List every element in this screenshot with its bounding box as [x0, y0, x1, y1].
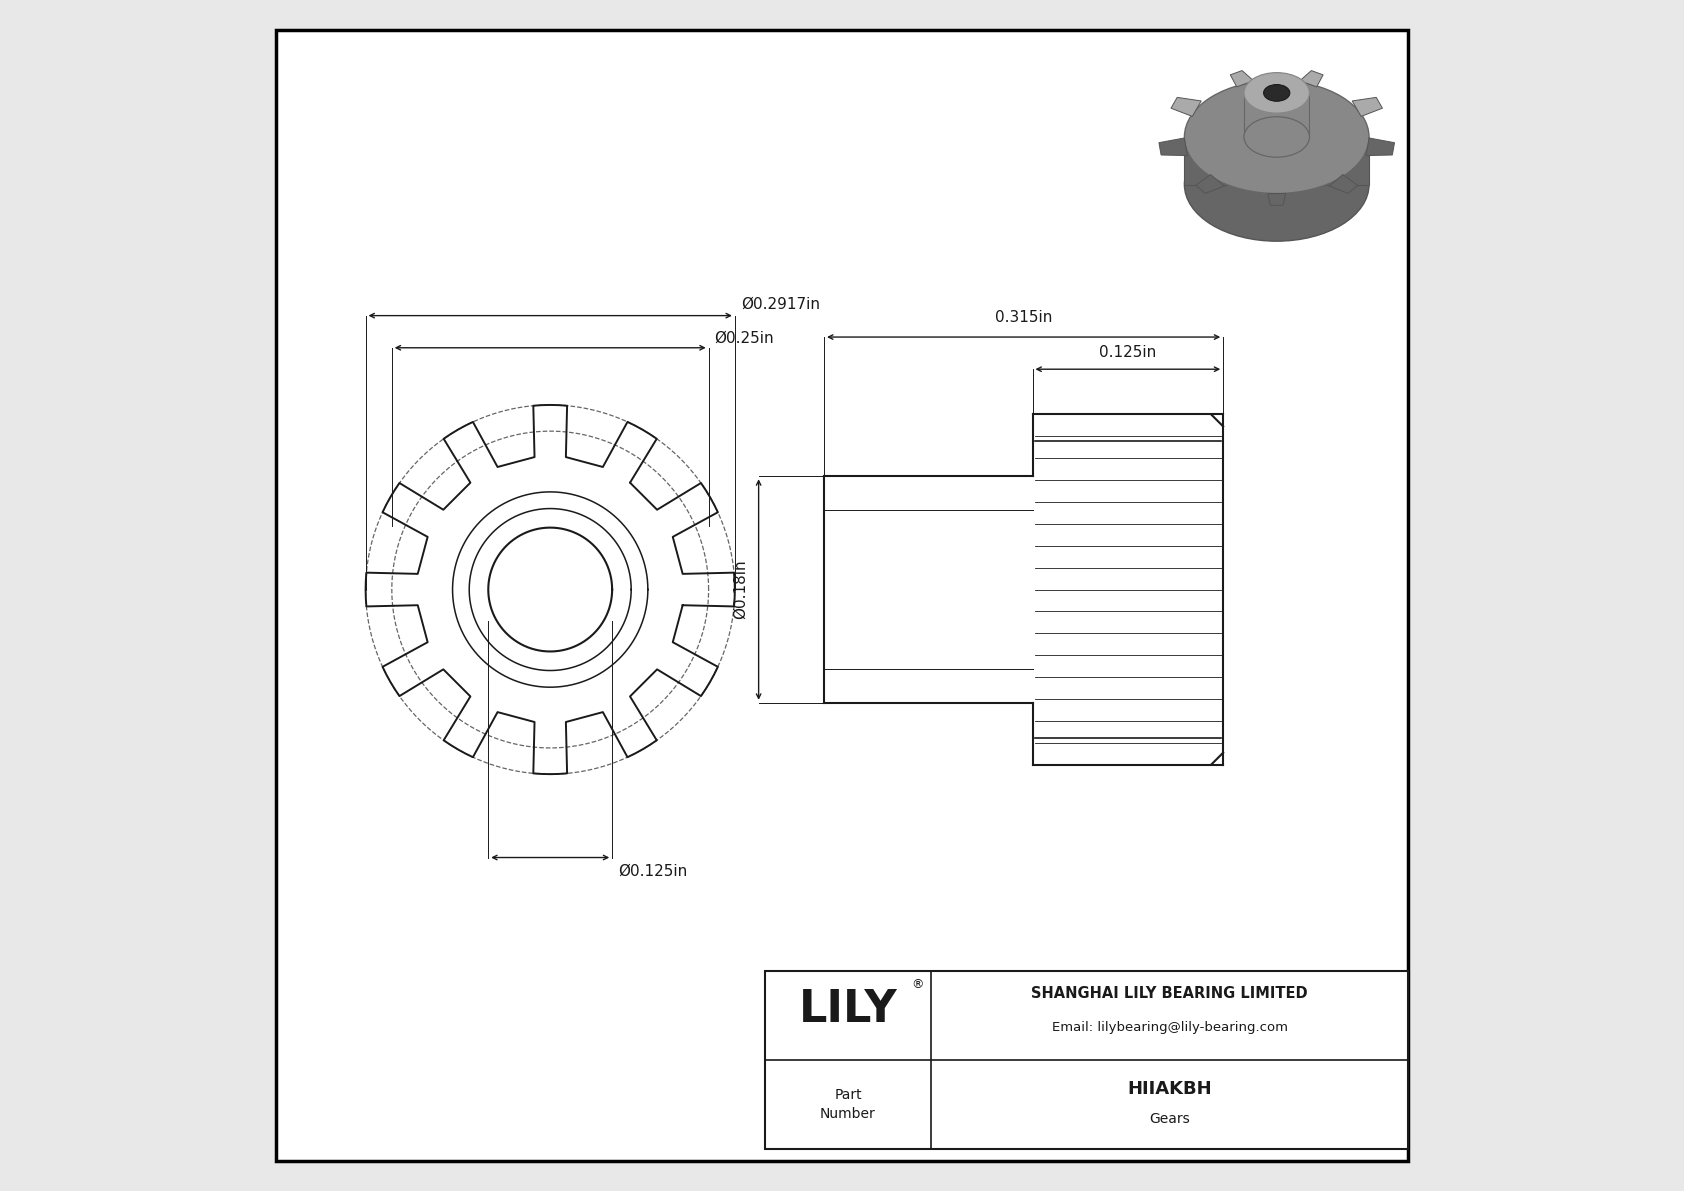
Text: Ø0.125in: Ø0.125in: [618, 863, 687, 879]
Text: SHANGHAI LILY BEARING LIMITED: SHANGHAI LILY BEARING LIMITED: [1031, 986, 1308, 1002]
Polygon shape: [1196, 175, 1224, 193]
Ellipse shape: [1263, 85, 1290, 101]
Text: Part
Number: Part Number: [820, 1089, 876, 1121]
Bar: [823, 476, 1032, 703]
Ellipse shape: [1184, 129, 1369, 241]
Polygon shape: [1244, 93, 1310, 137]
Polygon shape: [1159, 138, 1187, 156]
Ellipse shape: [1184, 81, 1369, 193]
Text: Ø0.25in: Ø0.25in: [714, 330, 775, 345]
Text: Ø0.2917in: Ø0.2917in: [741, 297, 820, 312]
Bar: [765, 971, 1408, 1149]
Polygon shape: [1170, 98, 1201, 117]
Text: Ø0.18in: Ø0.18in: [733, 560, 748, 619]
Text: Email: lilybearing@lily-bearing.com: Email: lilybearing@lily-bearing.com: [1051, 1021, 1288, 1034]
Polygon shape: [1268, 194, 1285, 205]
Bar: [1032, 414, 1223, 765]
Polygon shape: [365, 405, 734, 774]
Text: 0.315in: 0.315in: [995, 310, 1052, 325]
Ellipse shape: [1244, 73, 1310, 113]
Polygon shape: [1366, 138, 1394, 156]
Text: Gears: Gears: [1148, 1112, 1191, 1125]
Polygon shape: [1329, 175, 1357, 193]
Text: 0.125in: 0.125in: [1100, 344, 1157, 360]
Text: LILY: LILY: [798, 987, 898, 1031]
Text: HIIAKBH: HIIAKBH: [1127, 1080, 1212, 1098]
Text: ®: ®: [911, 979, 923, 991]
Polygon shape: [1184, 137, 1369, 185]
Ellipse shape: [1244, 117, 1310, 157]
Polygon shape: [1231, 70, 1253, 87]
Polygon shape: [1352, 98, 1383, 117]
Polygon shape: [1300, 70, 1324, 87]
Polygon shape: [488, 528, 613, 651]
